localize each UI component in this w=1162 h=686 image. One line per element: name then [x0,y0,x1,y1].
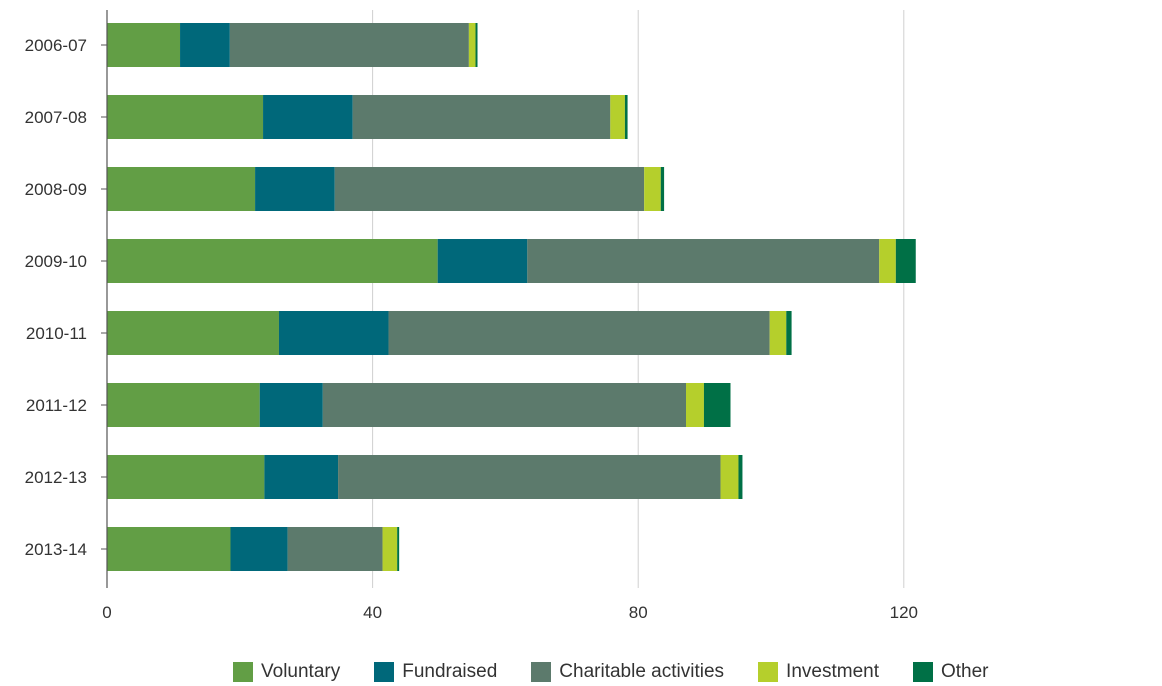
bar-segment [624,95,628,139]
x-tick-label: 120 [890,603,918,622]
bar-segment [259,383,323,427]
bar-segment [278,311,389,355]
legend-swatch [233,662,253,682]
bar-segment [107,311,279,355]
bar-segment [255,167,335,211]
bar-segment [879,239,896,283]
y-tick-label: 2007-08 [25,108,87,127]
bar-segment [397,527,400,571]
bar-segment [334,167,645,211]
axis-labels: 0 40 80 120 2006-07 2007-08 2008-09 2009-10 2010… [25,36,918,622]
bar-segment [107,95,264,139]
bar-segment [338,455,721,499]
bar-segment [264,455,339,499]
bar-segment [769,311,787,355]
legend-label: Fundraised [402,661,498,682]
legend-label: Other [940,661,989,682]
y-tick-label: 2012-13 [25,468,87,487]
y-tick-label: 2011-12 [26,396,87,415]
legend-label: Investment [786,661,879,682]
bar-segment [738,455,743,499]
legend-item: Charitable activities [531,661,724,683]
legend-label: Charitable activities [559,661,725,682]
legend-swatch [374,662,395,682]
legend-swatch [912,662,933,682]
bar-segment [230,527,288,571]
bar-segment [437,239,528,283]
bar-segment [287,527,383,571]
bar-segment [660,167,665,211]
bar-segment [382,527,398,571]
chart-legend: Voluntary Fundraised Charitable activities… [233,660,989,684]
legend-item: Voluntary [233,661,340,683]
y-tick-label: 2010-11 [26,324,87,343]
bar-segment [107,455,265,499]
bar-segment [107,23,181,67]
legend-label: Voluntary [261,661,341,682]
bar-segment [468,23,476,67]
bars [107,23,916,571]
legend-item: Fundraised [374,661,497,683]
legend-swatch [758,662,779,682]
y-tick-label: 2008-09 [25,180,87,199]
y-tick-label: 2009-10 [25,252,87,271]
bar-segment [475,23,478,67]
bar-segment [388,311,770,355]
bar-segment [895,239,916,283]
stacked-bar-chart: 0 40 80 120 2006-07 2007-08 2008-09 2009-10 2010… [25,10,918,622]
legend-item: Other [912,661,989,683]
bar-segment [686,383,704,427]
bar-segment [352,95,611,139]
legend-item: Investment [758,661,879,683]
x-tick-label: 40 [363,603,382,622]
legend-swatch [531,662,552,682]
bar-segment [527,239,880,283]
y-tick-label: 2013-14 [25,540,87,559]
y-tick-label: 2006-07 [25,36,87,55]
bar-segment [107,167,256,211]
bar-segment [322,383,687,427]
bar-segment [644,167,661,211]
bar-segment [229,23,469,67]
x-tick-label: 0 [102,603,111,622]
bar-segment [720,455,739,499]
bar-segment [263,95,353,139]
bar-segment [107,239,438,283]
bar-segment [107,527,231,571]
bar-segment [107,383,260,427]
x-tick-label: 80 [629,603,648,622]
bar-segment [610,95,625,139]
bar-segment [180,23,230,67]
bar-segment [703,383,731,427]
bar-segment [786,311,792,355]
axis-ticks [101,44,107,550]
